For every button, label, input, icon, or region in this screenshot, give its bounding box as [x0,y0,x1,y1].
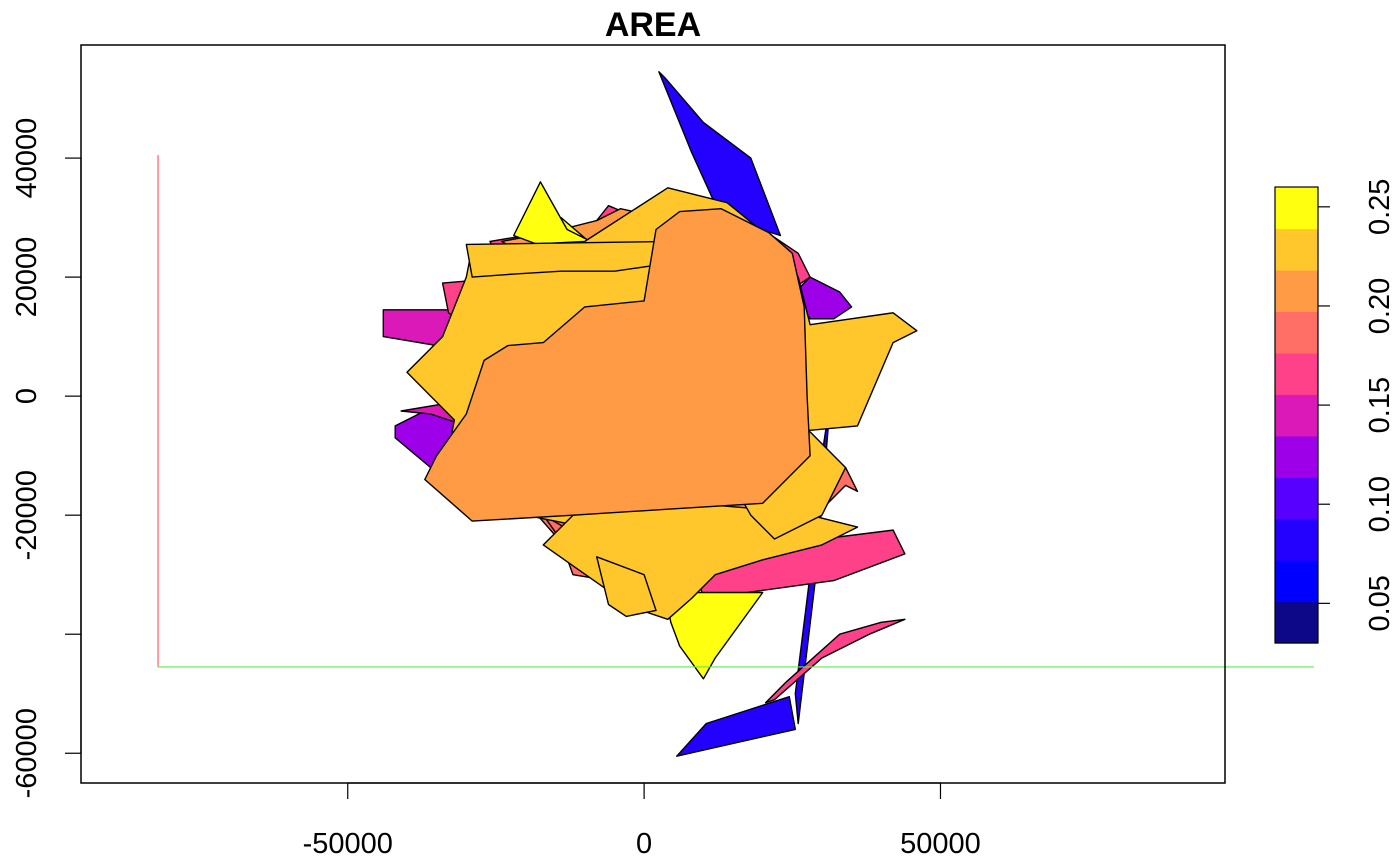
colorbar-swatch [1275,352,1318,395]
colorbar-tick-label: 0.25 [1364,179,1396,235]
colorbar-swatch [1275,269,1318,312]
y-tick-label: 40000 [11,118,43,199]
colorbar-tick-label: 0.15 [1364,377,1396,433]
colorbar-swatch [1275,560,1318,603]
chart-title: AREA [605,6,701,44]
y-axis: -60000 -20000 0 20000 40000 [11,118,82,798]
colorbar-legend: 0.05 0.10 0.15 0.20 0.25 [1274,179,1396,644]
colorbar-swatch [1275,311,1318,354]
y-tick-label: 0 [11,388,43,404]
y-tick-label: -20000 [11,470,43,560]
guide-lines [157,155,1314,668]
polygon-layer [382,71,918,757]
area-polygon-2 [676,696,796,757]
x-axis: -50000 0 50000 [303,782,981,860]
colorbar-tick-label: 0.10 [1364,476,1396,532]
colorbar-tick-label: 0.05 [1364,575,1396,631]
x-tick-label: 50000 [900,828,981,860]
x-tick-label: 0 [636,828,652,860]
area-polygon-11 [764,618,906,704]
colorbar-swatch [1275,435,1318,478]
area-polygon-22 [596,556,657,618]
area-polygon-24 [424,207,811,522]
y-tick-label: -60000 [11,708,43,798]
colorbar-frame [1274,186,1319,644]
area-polygon-1 [658,71,782,237]
x-tick-label: -50000 [303,828,393,860]
colorbar-tick-label: 0.20 [1364,278,1396,334]
colorbar-swatch [1275,518,1318,561]
area-polygon-18 [664,591,764,680]
colorbar-swatch [1275,228,1318,271]
y-tick-label: 20000 [11,237,43,318]
colorbar-swatch [1275,394,1318,437]
colorbar-swatch [1275,601,1318,644]
colorbar-swatch [1275,187,1318,230]
colorbar-swatch [1275,477,1318,520]
